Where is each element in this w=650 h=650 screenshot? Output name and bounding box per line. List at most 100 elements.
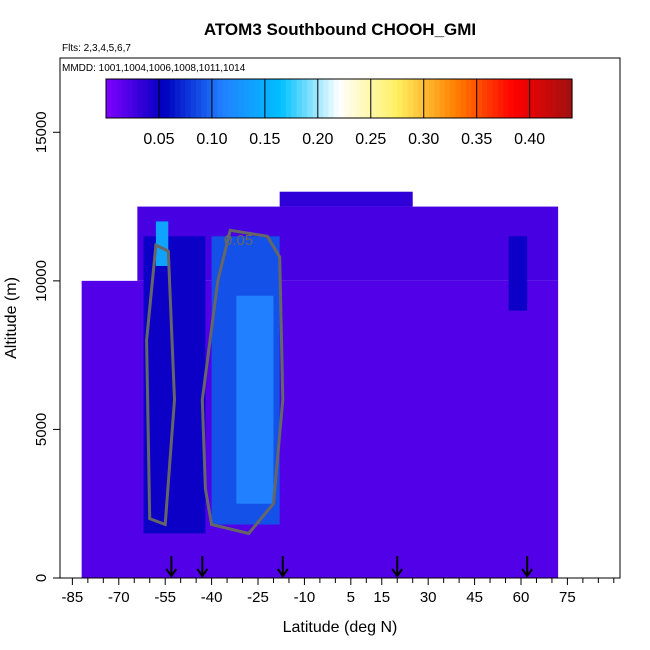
colorbar-swatch-61: [429, 79, 435, 118]
colorbar-swatch-64: [444, 79, 451, 118]
colorbar-swatch-29: [259, 79, 266, 118]
colorbar-swatch-30: [264, 79, 271, 118]
colorbar-swatch-11: [164, 79, 171, 118]
x-axis: -85 -70 -55 -40 -25 -10 5 15 30 45 60 75: [62, 578, 615, 606]
colorbar-swatch-59: [418, 79, 425, 118]
colorbar-swatch-3: [121, 79, 128, 118]
colorbar-swatch-54: [391, 79, 398, 118]
colorbar-swatch-65: [450, 79, 457, 118]
colorbar-swatch-14: [180, 79, 187, 118]
colorbar-swatch-17: [196, 79, 202, 118]
colorbar-swatch-24: [233, 79, 239, 118]
colorbar-swatch-85: [556, 79, 563, 118]
colorbar-swatch-57: [407, 79, 414, 118]
x-tick-label-3: -40: [201, 589, 223, 606]
colorbar-swatch-46: [349, 79, 356, 118]
colorbar-swatch-16: [190, 79, 197, 118]
x-tick-label-4: -25: [247, 589, 269, 606]
colorbar-swatch-26: [243, 79, 250, 118]
x-tick-label-5: -10: [294, 589, 316, 606]
colorbar-swatch-44: [339, 79, 345, 118]
y-axis: 0 5000 10000 15000: [33, 111, 60, 582]
colorbar-swatch-77: [513, 79, 520, 118]
colorbar-tick-label-0: 0.05: [143, 131, 174, 148]
colorbar-swatch-73: [492, 79, 499, 118]
colorbar-swatch-86: [561, 79, 568, 118]
colorbar-swatch-51: [376, 79, 382, 118]
contour-0.05-south: [145, 242, 177, 527]
colorbar-swatch-25: [238, 79, 245, 118]
colorbar-swatch-23: [227, 79, 234, 118]
colorbar-swatch-31: [270, 79, 277, 118]
chart-title: ATOM3 Southbound CHOOH_GMI: [204, 20, 476, 39]
x-tick-label-11: 75: [559, 589, 576, 606]
colorbar-swatch-37: [301, 79, 308, 118]
colorbar-swatch-56: [402, 79, 409, 118]
colorbar-swatch-52: [381, 79, 388, 118]
colorbar-tick-label-4: 0.25: [355, 131, 386, 148]
colorbar-swatch-66: [455, 79, 462, 118]
dates-annotation: MMDD: 1001,1004,1006,1008,1011,1014: [62, 63, 246, 74]
colorbar-tick-label-7: 0.40: [514, 131, 545, 148]
colorbar-swatch-87: [566, 79, 573, 118]
colorbar-swatch-80: [529, 79, 536, 118]
x-tick-label-0: -85: [62, 589, 84, 606]
heatmap-cells: [81, 191, 559, 578]
flights-annotation: Flts: 2,3,4,5,6,7: [62, 43, 131, 54]
colorbar-tick-label-3: 0.20: [302, 131, 333, 148]
heatmap-region-4: [236, 295, 274, 504]
colorbar-swatch-15: [185, 79, 192, 118]
flight-marker-head-0: [165, 568, 178, 578]
colorbar-frame: [105, 78, 573, 119]
x-tick-label-8: 30: [420, 589, 437, 606]
flight-marker-head-4: [521, 568, 533, 578]
colorbar-swatch-35: [291, 79, 298, 118]
colorbar-swatch-68: [466, 79, 472, 118]
colorbar-swatch-72: [487, 79, 494, 118]
colorbar-tick-label-2: 0.15: [249, 131, 280, 148]
colorbar-swatch-53: [386, 79, 393, 118]
colorbar-swatch-13: [174, 79, 181, 118]
colorbar-swatch-74: [497, 79, 504, 118]
colorbar-swatch-81: [534, 79, 541, 118]
colorbar-swatch-43: [333, 79, 340, 118]
colorbar: 0.05 0.10 0.15 0.20 0.25 0.30 0.35 0.40: [105, 78, 573, 148]
heatmap-region-6: [155, 221, 169, 266]
colorbar-swatch-58: [413, 79, 420, 118]
colorbar-swatch-8: [148, 79, 155, 118]
colorbar-swatch-75: [503, 79, 510, 118]
colorbar-swatch-42: [328, 79, 335, 118]
colorbar-tick-label-6: 0.35: [461, 131, 492, 148]
colorbar-swatch-47: [354, 79, 361, 118]
colorbar-swatch-5: [132, 79, 139, 118]
colorbar-swatch-2: [116, 79, 123, 118]
colorbar-swatch-32: [275, 79, 282, 118]
colorbar-swatch-1: [111, 79, 118, 118]
colorbar-swatch-62: [434, 79, 441, 118]
colorbar-swatch-55: [397, 79, 404, 118]
flight-marker-head-2: [276, 568, 289, 578]
colorbar-swatch-10: [158, 79, 165, 118]
colorbar-swatch-9: [153, 79, 160, 118]
colorbar-swatch-6: [137, 79, 144, 118]
colorbar-swatch-12: [169, 79, 176, 118]
flight-markers: [165, 556, 533, 578]
heatmap-region-7: [508, 236, 528, 311]
colorbar-swatch-83: [545, 79, 552, 118]
colorbar-swatch-18: [201, 79, 208, 118]
y-axis-label: Altitude (m): [3, 277, 20, 359]
colorbar-swatch-82: [540, 79, 547, 118]
colorbar-swatch-33: [280, 79, 287, 118]
colorbar-swatch-27: [248, 79, 255, 118]
colorbar-swatch-40: [317, 79, 324, 118]
colorbar-swatch-7: [143, 79, 149, 118]
x-tick-label-7: 15: [373, 589, 390, 606]
colorbar-swatch-39: [312, 79, 319, 118]
contour-label: 0.05: [224, 232, 253, 249]
colorbar-swatch-50: [370, 79, 377, 118]
colorbar-swatch-49: [365, 79, 372, 118]
colorbar-swatch-0: [106, 79, 112, 118]
colorbar-swatch-70: [476, 79, 483, 118]
colorbar-swatch-4: [127, 79, 134, 118]
x-tick-label-6: 5: [347, 589, 355, 606]
